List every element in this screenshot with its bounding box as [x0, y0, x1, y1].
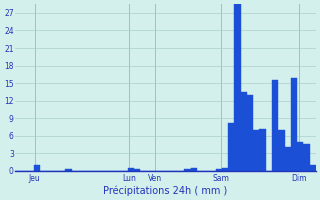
Bar [241, 92, 247, 171]
Bar [309, 165, 316, 171]
Bar [284, 147, 291, 171]
Bar [222, 168, 228, 171]
Bar [272, 80, 278, 171]
Bar [134, 169, 140, 171]
Bar [235, 4, 241, 171]
Bar [253, 130, 260, 171]
Bar [191, 168, 197, 171]
Bar [247, 95, 253, 171]
Bar [216, 169, 222, 171]
Bar [228, 123, 235, 171]
Bar [184, 169, 191, 171]
Bar [65, 169, 72, 171]
Bar [34, 165, 40, 171]
X-axis label: Précipitations 24h ( mm ): Précipitations 24h ( mm ) [103, 185, 228, 196]
Bar [128, 168, 134, 171]
Bar [297, 142, 303, 171]
Bar [291, 78, 297, 171]
Bar [278, 130, 284, 171]
Bar [303, 144, 309, 171]
Bar [260, 129, 266, 171]
